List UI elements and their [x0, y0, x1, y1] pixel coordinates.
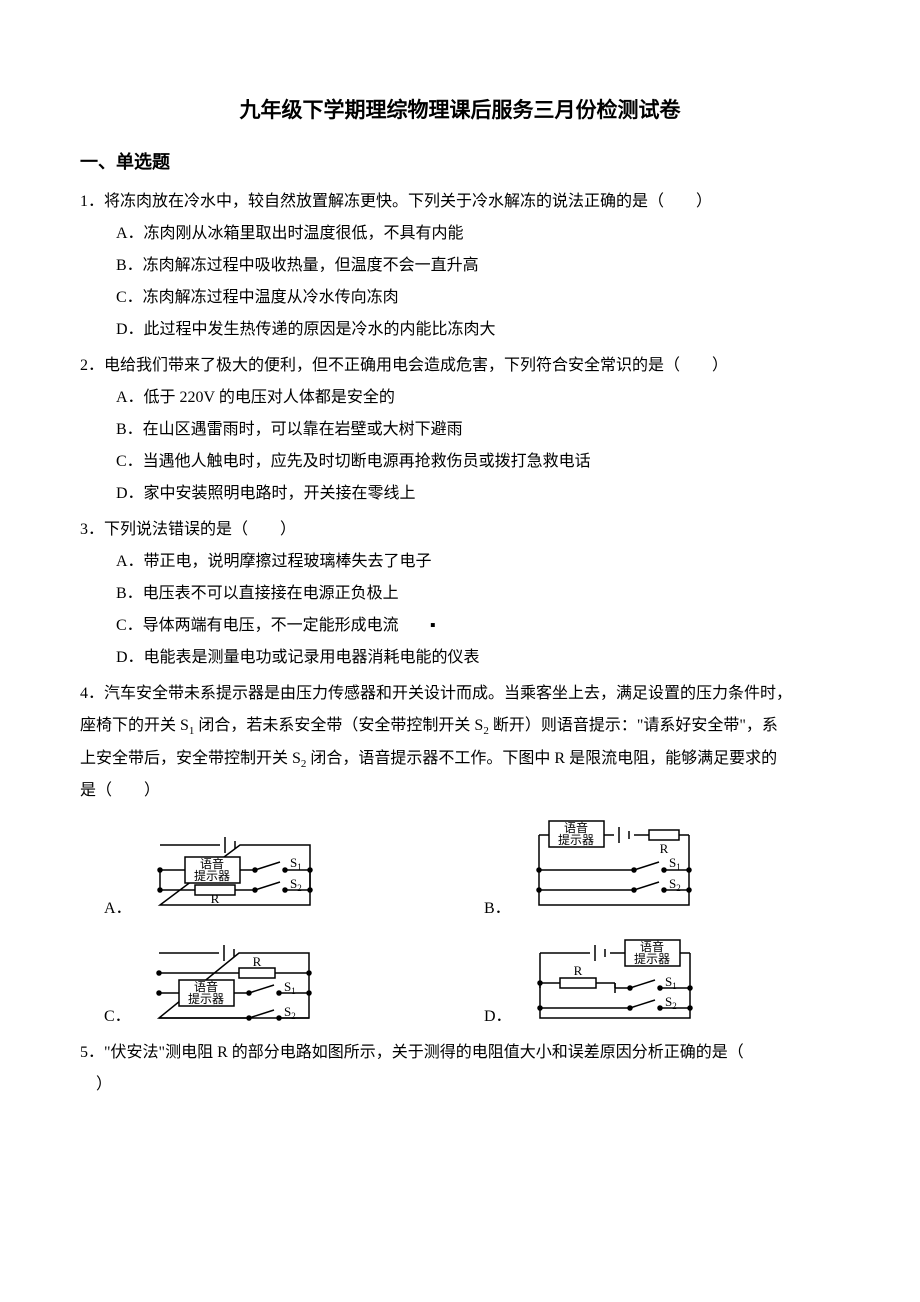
- center-marker-icon: ▪: [403, 610, 463, 642]
- q3-stem: 3．下列说法错误的是（ ）: [80, 514, 840, 546]
- q2-options: A．低于 220V 的电压对人体都是安全的 B．在山区遇雷雨时，可以靠在岩壁或大…: [80, 382, 840, 510]
- q3-opt-c: C．导体两端有电压，不一定能形成电流 ▪: [116, 610, 840, 642]
- exam-page: 九年级下学期理综物理课后服务三月份检测试卷 一、单选题 1．将冻肉放在冷水中，较…: [0, 0, 920, 1145]
- q4-label-b: B．: [484, 893, 511, 925]
- q1-opt-a: A．冻肉刚从冰箱里取出时温度很低，不具有内能: [116, 218, 840, 250]
- svg-text:提示器: 提示器: [558, 832, 594, 847]
- question-5: 5．"伏安法"测电阻 R 的部分电路如图所示，关于测得的电阻值大小和误差原因分析…: [80, 1037, 840, 1101]
- q4-diagram-d-cell: D．: [460, 933, 840, 1033]
- q3-options: A．带正电，说明摩擦过程玻璃棒失去了电子 B．电压表不可以直接接在电源正负极上 …: [80, 546, 840, 674]
- q1-opt-d: D．此过程中发生热传递的原因是冷水的内能比冻肉大: [116, 314, 840, 346]
- question-1: 1．将冻肉放在冷水中，较自然放置解冻更快。下列关于冷水解冻的说法正确的是（ ） …: [80, 186, 840, 346]
- svg-text:提示器: 提示器: [188, 991, 224, 1006]
- q5-stem-line1: 5．"伏安法"测电阻 R 的部分电路如图所示，关于测得的电阻值大小和误差原因分析…: [80, 1037, 840, 1069]
- svg-text:S1: S1: [665, 974, 677, 991]
- q4-stem-line1: 4．汽车安全带未系提示器是由压力传感器和开关设计而成。当乘客坐上去，满足设置的压…: [80, 678, 840, 710]
- svg-text:提示器: 提示器: [194, 868, 230, 883]
- question-3: 3．下列说法错误的是（ ） A．带正电，说明摩擦过程玻璃棒失去了电子 B．电压表…: [80, 514, 840, 674]
- q4-l2-a: 座椅下的开关 S: [80, 717, 189, 734]
- svg-text:S1: S1: [669, 855, 681, 872]
- svg-text:S2: S2: [669, 876, 681, 893]
- q4-l3-b: 闭合，语音提示器不工作。下图中 R 是限流电阻，能够满足要求的: [306, 750, 777, 767]
- q4-l2-c: 断开）则语音提示："请系好安全带"，系: [489, 717, 778, 734]
- svg-text:R: R: [252, 954, 261, 969]
- svg-text:S1: S1: [284, 979, 296, 996]
- q5-stem-line2: ）: [80, 1069, 840, 1101]
- svg-text:S2: S2: [665, 994, 677, 1011]
- q4-diagrams-row2: C．: [80, 933, 840, 1033]
- svg-text:R: R: [573, 963, 582, 978]
- svg-text:S2: S2: [290, 876, 302, 893]
- q3-opt-d: D．电能表是测量电功或记录用电器消耗电能的仪表: [116, 642, 840, 674]
- q2-opt-c: C．当遇他人触电时，应先及时切断电源再抢救伤员或拨打急救电话: [116, 446, 840, 478]
- q4-diagram-c-cell: C．: [80, 933, 460, 1033]
- q4-diagram-b-cell: B．: [460, 815, 840, 925]
- q4-l3-a: 上安全带后，安全带控制开关 S: [80, 750, 301, 767]
- q2-opt-d: D．家中安装照明电路时，开关接在零线上: [116, 478, 840, 510]
- q2-stem: 2．电给我们带来了极大的便利，但不正确用电会造成危害，下列符合安全常识的是（ ）: [80, 350, 840, 382]
- circuit-diagram-d: 语音 提示器 R S1 S2: [520, 933, 710, 1033]
- q3-opt-c-text: C．导体两端有电压，不一定能形成电流: [116, 617, 399, 634]
- circuit-diagram-c: 语音 提示器 R S1 S2: [139, 933, 329, 1033]
- question-2: 2．电给我们带来了极大的便利，但不正确用电会造成危害，下列符合安全常识的是（ ）…: [80, 350, 840, 510]
- q4-diagram-a-cell: A．: [80, 815, 460, 925]
- q1-options: A．冻肉刚从冰箱里取出时温度很低，不具有内能 B．冻肉解冻过程中吸收热量，但温度…: [80, 218, 840, 346]
- circuit-diagram-b: 语音 提示器 R S1 S2: [519, 815, 709, 925]
- q4-label-a: A．: [104, 893, 132, 925]
- circuit-diagram-a: 语音 提示器 R S1 S2: [140, 825, 330, 925]
- q3-opt-a: A．带正电，说明摩擦过程玻璃棒失去了电子: [116, 546, 840, 578]
- q1-opt-c: C．冻肉解冻过程中温度从冷水传向冻肉: [116, 282, 840, 314]
- q4-label-c: C．: [104, 1001, 131, 1033]
- svg-text:R: R: [659, 841, 668, 856]
- svg-text:提示器: 提示器: [634, 951, 670, 966]
- q4-stem-line4: 是（ ）: [80, 775, 840, 807]
- q4-l2-b: 闭合，若未系安全带（安全带控制开关 S: [194, 717, 483, 734]
- q4-stem-line2: 座椅下的开关 S1 闭合，若未系安全带（安全带控制开关 S2 断开）则语音提示：…: [80, 710, 840, 742]
- q4-diagrams-row1: A．: [80, 815, 840, 925]
- section-heading-1: 一、单选题: [80, 144, 840, 180]
- q3-opt-b: B．电压表不可以直接接在电源正负极上: [116, 578, 840, 610]
- question-4: 4．汽车安全带未系提示器是由压力传感器和开关设计而成。当乘客坐上去，满足设置的压…: [80, 678, 840, 1032]
- q1-stem: 1．将冻肉放在冷水中，较自然放置解冻更快。下列关于冷水解冻的说法正确的是（ ）: [80, 186, 840, 218]
- q4-stem-line3: 上安全带后，安全带控制开关 S2 闭合，语音提示器不工作。下图中 R 是限流电阻…: [80, 743, 840, 775]
- svg-text:R: R: [210, 891, 219, 906]
- q1-opt-b: B．冻肉解冻过程中吸收热量，但温度不会一直升高: [116, 250, 840, 282]
- q2-opt-b: B．在山区遇雷雨时，可以靠在岩壁或大树下避雨: [116, 414, 840, 446]
- q4-label-d: D．: [484, 1001, 512, 1033]
- svg-text:S1: S1: [290, 855, 302, 872]
- q2-opt-a: A．低于 220V 的电压对人体都是安全的: [116, 382, 840, 414]
- page-title: 九年级下学期理综物理课后服务三月份检测试卷: [80, 90, 840, 132]
- svg-text:S2: S2: [284, 1004, 296, 1021]
